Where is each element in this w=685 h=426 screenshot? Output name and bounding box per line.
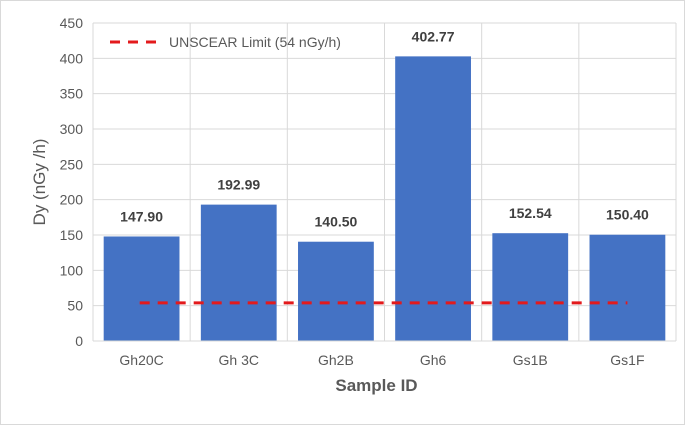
bar-gh6 bbox=[395, 56, 471, 342]
y-tick-label: 50 bbox=[67, 298, 83, 314]
bar-gh-3c bbox=[200, 204, 277, 341]
y-tick-label: 450 bbox=[60, 15, 84, 31]
y-tick-labels: 0 50 100 150 200 250 300 350 400 450 bbox=[60, 15, 84, 349]
bar-gs1b bbox=[492, 233, 569, 341]
data-label: 192.99 bbox=[217, 177, 260, 193]
x-tick-label: Gh20C bbox=[119, 352, 163, 368]
y-tick-label: 150 bbox=[60, 227, 84, 243]
legend: UNSCEAR Limit (54 nGy/h) bbox=[110, 34, 341, 50]
y-tick-label: 100 bbox=[60, 262, 84, 278]
data-labels: 147.90 192.99 140.50 402.77 152.54 150.40 bbox=[120, 28, 649, 229]
x-axis-title: Sample ID bbox=[335, 376, 417, 395]
data-label: 150.40 bbox=[606, 207, 649, 223]
data-label: 147.90 bbox=[120, 208, 163, 224]
data-label: 140.50 bbox=[315, 214, 358, 230]
x-tick-labels: Gh20C Gh 3C Gh2B Gh6 Gs1B Gs1F bbox=[119, 352, 644, 368]
x-tick-label: Gs1B bbox=[513, 352, 548, 368]
x-tick-label: Gs1F bbox=[610, 352, 644, 368]
y-tick-label: 300 bbox=[60, 121, 84, 137]
y-tick-label: 0 bbox=[75, 333, 83, 349]
y-tick-label: 200 bbox=[60, 192, 84, 208]
x-tick-label: Gh 3C bbox=[219, 352, 259, 368]
y-tick-label: 350 bbox=[60, 86, 84, 102]
x-tick-label: Gh2B bbox=[318, 352, 354, 368]
data-label: 402.77 bbox=[412, 28, 455, 44]
y-axis-title: Dy (nGy /h) bbox=[30, 139, 49, 226]
legend-label: UNSCEAR Limit (54 nGy/h) bbox=[169, 34, 341, 50]
bar-gh20c bbox=[103, 236, 180, 341]
y-tick-label: 400 bbox=[60, 50, 84, 66]
grid-lines bbox=[92, 22, 677, 341]
y-tick-label: 250 bbox=[60, 156, 84, 172]
bar-gh2b bbox=[298, 241, 374, 341]
x-tick-label: Gh6 bbox=[420, 352, 447, 368]
bars bbox=[103, 56, 666, 342]
bar-gs1f bbox=[589, 234, 666, 341]
data-label: 152.54 bbox=[509, 205, 552, 221]
